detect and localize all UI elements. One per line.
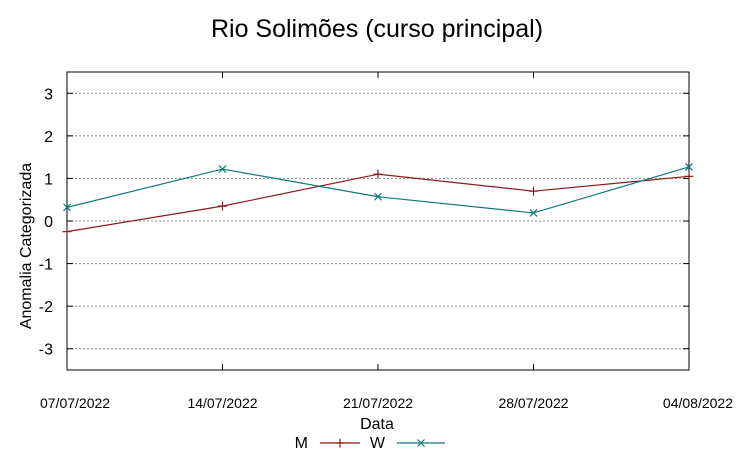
series-line — [66, 173, 690, 233]
series-M — [62, 169, 694, 237]
data-point — [685, 163, 693, 171]
data-point — [684, 171, 694, 181]
x-tick-label: 28/07/2022 — [498, 395, 568, 411]
x-tick-labels: 07/07/2022 14/07/2022 21/07/2022 28/07/2022… — [40, 395, 733, 411]
data-point — [63, 203, 71, 212]
data-point — [417, 439, 425, 447]
y-tick-label: 0 — [44, 214, 53, 231]
data-point — [218, 165, 227, 173]
y-tick-label: 1 — [44, 171, 53, 188]
y-tick-label: -3 — [39, 342, 53, 359]
legend-label-W: W — [370, 435, 386, 452]
y-tick-label: 3 — [44, 86, 53, 103]
y-tick-label: 2 — [44, 129, 53, 146]
y-tick-label: -1 — [39, 257, 53, 274]
y-axis-label: Anomalia Categorizada — [18, 163, 35, 329]
data-point — [529, 208, 538, 217]
x-tick-label: 21/07/2022 — [343, 395, 413, 411]
data-point — [218, 201, 227, 211]
data-point — [62, 227, 72, 237]
grid — [67, 92, 689, 350]
x-tick-label: 07/07/2022 — [40, 395, 110, 411]
series — [62, 163, 694, 237]
data-point — [374, 192, 382, 201]
y-tick-labels: 3 2 1 0 -1 -2 -3 — [39, 86, 53, 358]
y-tick-label: -2 — [39, 299, 53, 316]
x-tick-label: 04/08/2022 — [663, 395, 733, 411]
chart-title: Rio Solimões (curso principal) — [211, 15, 543, 43]
x-axis-label: Data — [360, 416, 394, 433]
data-point — [529, 186, 538, 196]
series-W — [63, 163, 693, 217]
data-point — [373, 169, 383, 179]
legend-label-M: M — [295, 435, 308, 452]
data-point — [335, 438, 345, 448]
axis-ticks — [66, 72, 690, 370]
x-tick-label: 14/07/2022 — [187, 395, 257, 411]
